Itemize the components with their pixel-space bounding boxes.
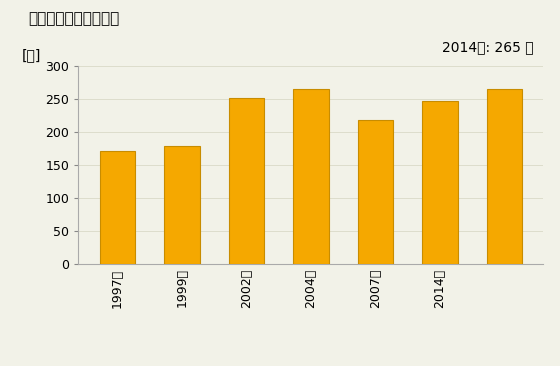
Bar bbox=[422, 101, 458, 264]
Bar bbox=[293, 89, 329, 264]
Bar bbox=[164, 146, 199, 264]
Text: 2014年: 265 人: 2014年: 265 人 bbox=[442, 40, 534, 54]
Bar bbox=[100, 151, 135, 264]
Text: 商業の従業者数の推移: 商業の従業者数の推移 bbox=[28, 11, 119, 26]
Bar bbox=[487, 89, 522, 264]
Y-axis label: [人]: [人] bbox=[22, 48, 41, 62]
Bar bbox=[358, 120, 393, 264]
Bar bbox=[228, 98, 264, 264]
